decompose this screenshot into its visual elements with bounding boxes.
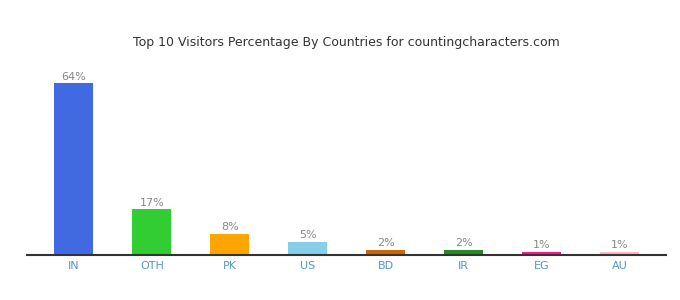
Bar xyxy=(54,83,93,255)
Text: 17%: 17% xyxy=(139,198,165,208)
Text: 1%: 1% xyxy=(533,240,551,250)
Bar xyxy=(133,209,171,255)
Title: Top 10 Visitors Percentage By Countries for countingcharacters.com: Top 10 Visitors Percentage By Countries … xyxy=(133,36,560,49)
Bar xyxy=(444,250,483,255)
Bar xyxy=(522,252,561,255)
Bar xyxy=(288,242,327,255)
Text: 1%: 1% xyxy=(611,240,628,250)
Bar xyxy=(367,250,405,255)
Bar xyxy=(210,234,250,255)
Text: 2%: 2% xyxy=(377,238,394,248)
Text: 64%: 64% xyxy=(62,72,86,82)
Text: 5%: 5% xyxy=(299,230,317,240)
Text: 2%: 2% xyxy=(455,238,473,248)
Bar xyxy=(600,252,639,255)
Text: 8%: 8% xyxy=(221,222,239,232)
